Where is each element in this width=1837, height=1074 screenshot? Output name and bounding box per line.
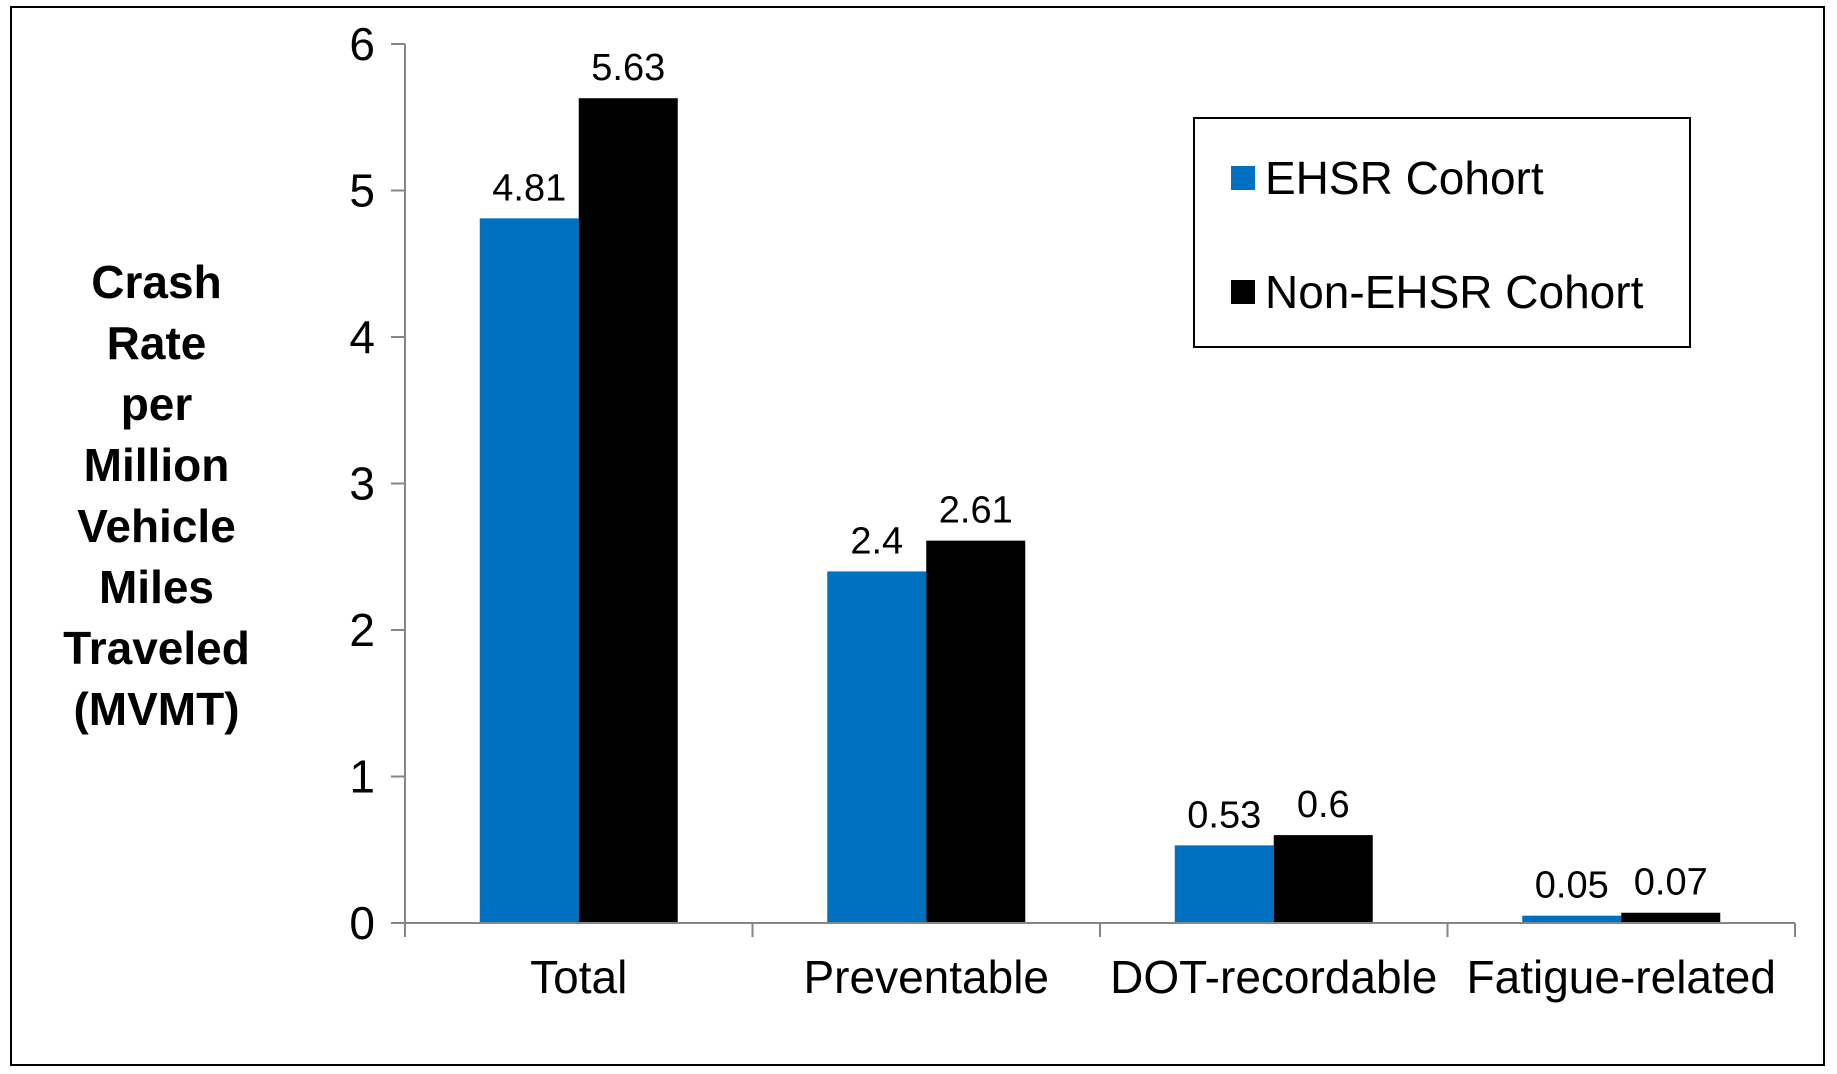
data-label: 0.05 bbox=[1535, 865, 1609, 907]
y-tick-label: 6 bbox=[349, 18, 375, 70]
y-tick-label: 4 bbox=[349, 311, 375, 363]
y-tick-label: 5 bbox=[349, 165, 375, 217]
bar bbox=[827, 571, 927, 923]
data-label: 4.81 bbox=[492, 167, 566, 209]
y-axis-label-line: Vehicle bbox=[77, 500, 236, 552]
y-axis-label-line: (MVMT) bbox=[73, 683, 240, 735]
data-label: 2.4 bbox=[850, 520, 903, 562]
legend-swatch-ehsr bbox=[1231, 166, 1255, 190]
y-tick-label: 1 bbox=[349, 751, 375, 803]
y-tick-label: 3 bbox=[349, 458, 375, 510]
x-tick-label: Fatigue-related bbox=[1467, 951, 1776, 1003]
legend-swatch-non-ehsr bbox=[1231, 280, 1255, 304]
legend: EHSR Cohort Non-EHSR Cohort bbox=[1193, 117, 1691, 348]
y-axis-label-line: Traveled bbox=[63, 622, 250, 674]
bar bbox=[1621, 912, 1721, 923]
legend-label-ehsr: EHSR Cohort bbox=[1265, 152, 1544, 204]
legend-item-non-ehsr: Non-EHSR Cohort bbox=[1231, 265, 1643, 319]
x-tick-label: Total bbox=[530, 951, 627, 1003]
bar bbox=[578, 98, 678, 923]
bar bbox=[926, 540, 1026, 923]
data-label: 5.63 bbox=[591, 47, 665, 89]
y-axis-label-line: per bbox=[120, 378, 193, 430]
data-label: 0.6 bbox=[1297, 784, 1350, 826]
data-label: 0.53 bbox=[1187, 794, 1261, 836]
x-tick-label: Preventable bbox=[804, 951, 1050, 1003]
y-tick-label: 2 bbox=[349, 604, 375, 656]
legend-label-non-ehsr: Non-EHSR Cohort bbox=[1265, 266, 1644, 318]
bar bbox=[1273, 835, 1373, 923]
x-tick-label: DOT-recordable bbox=[1110, 951, 1437, 1003]
bar bbox=[1174, 845, 1274, 923]
y-axis-label-line: Miles bbox=[98, 561, 215, 613]
y-axis-label-line: Crash bbox=[91, 256, 222, 308]
y-tick-label: 0 bbox=[349, 897, 375, 949]
chart-frame bbox=[10, 6, 1825, 1066]
legend-item-ehsr: EHSR Cohort bbox=[1231, 151, 1544, 205]
data-label: 2.61 bbox=[939, 490, 1013, 532]
bar bbox=[1522, 915, 1622, 923]
y-axis-label-line: Rate bbox=[106, 317, 207, 369]
y-axis-label-line: Million bbox=[83, 439, 230, 491]
bar bbox=[479, 218, 579, 923]
y-axis-label: Crash Rate per Million Vehicle Miles Tra… bbox=[20, 252, 293, 740]
data-label: 0.07 bbox=[1634, 862, 1708, 904]
